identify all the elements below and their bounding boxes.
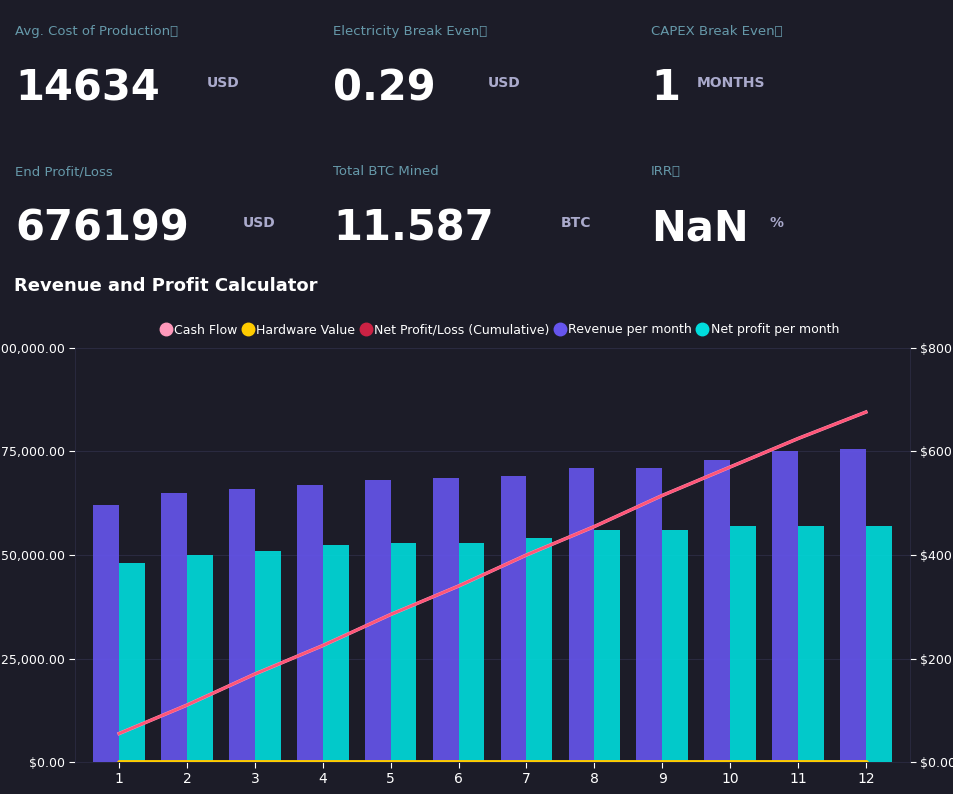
Bar [161, 493, 187, 762]
Bar [865, 526, 891, 762]
Text: End Profit/Loss: End Profit/Loss [15, 165, 112, 178]
Legend: Cash Flow, Hardware Value, Net Profit/Loss (Cumulative), Revenue per month, Net : Cash Flow, Hardware Value, Net Profit/Lo… [157, 318, 843, 341]
Bar [119, 563, 145, 762]
Bar [729, 526, 755, 762]
Text: USD: USD [206, 75, 239, 90]
Bar [500, 476, 526, 762]
Text: IRRⓘ: IRRⓘ [651, 165, 680, 178]
Text: 1: 1 [651, 67, 679, 110]
Text: USD: USD [488, 75, 520, 90]
Text: NaN: NaN [651, 207, 748, 249]
Text: 14634: 14634 [15, 67, 160, 110]
Text: Avg. Cost of Productionⓘ: Avg. Cost of Productionⓘ [15, 25, 178, 38]
Bar [703, 460, 729, 762]
Bar [364, 480, 391, 762]
Text: BTC: BTC [560, 216, 591, 229]
Text: Total BTC Mined: Total BTC Mined [333, 165, 438, 178]
Text: MONTHS: MONTHS [697, 75, 764, 90]
Text: 11.587: 11.587 [333, 207, 494, 249]
Text: 0.29: 0.29 [333, 67, 436, 110]
Text: Electricity Break Evenⓘ: Electricity Break Evenⓘ [333, 25, 487, 38]
Bar [458, 542, 484, 762]
Bar [391, 542, 416, 762]
Bar [636, 468, 661, 762]
Text: %: % [769, 216, 783, 229]
Bar [93, 505, 119, 762]
Text: 676199: 676199 [15, 207, 189, 249]
Text: USD: USD [242, 216, 275, 229]
Bar [254, 551, 280, 762]
Bar [840, 449, 865, 762]
Bar [526, 538, 552, 762]
Bar [797, 526, 823, 762]
Bar [433, 479, 458, 762]
Bar [568, 468, 594, 762]
Bar [771, 452, 797, 762]
Bar [322, 545, 348, 762]
Bar [594, 530, 619, 762]
Text: CAPEX Break Evenⓘ: CAPEX Break Evenⓘ [651, 25, 782, 38]
Bar [187, 555, 213, 762]
Bar [296, 484, 322, 762]
Bar [229, 489, 254, 762]
Text: Revenue and Profit Calculator: Revenue and Profit Calculator [14, 277, 317, 295]
Bar [661, 530, 687, 762]
